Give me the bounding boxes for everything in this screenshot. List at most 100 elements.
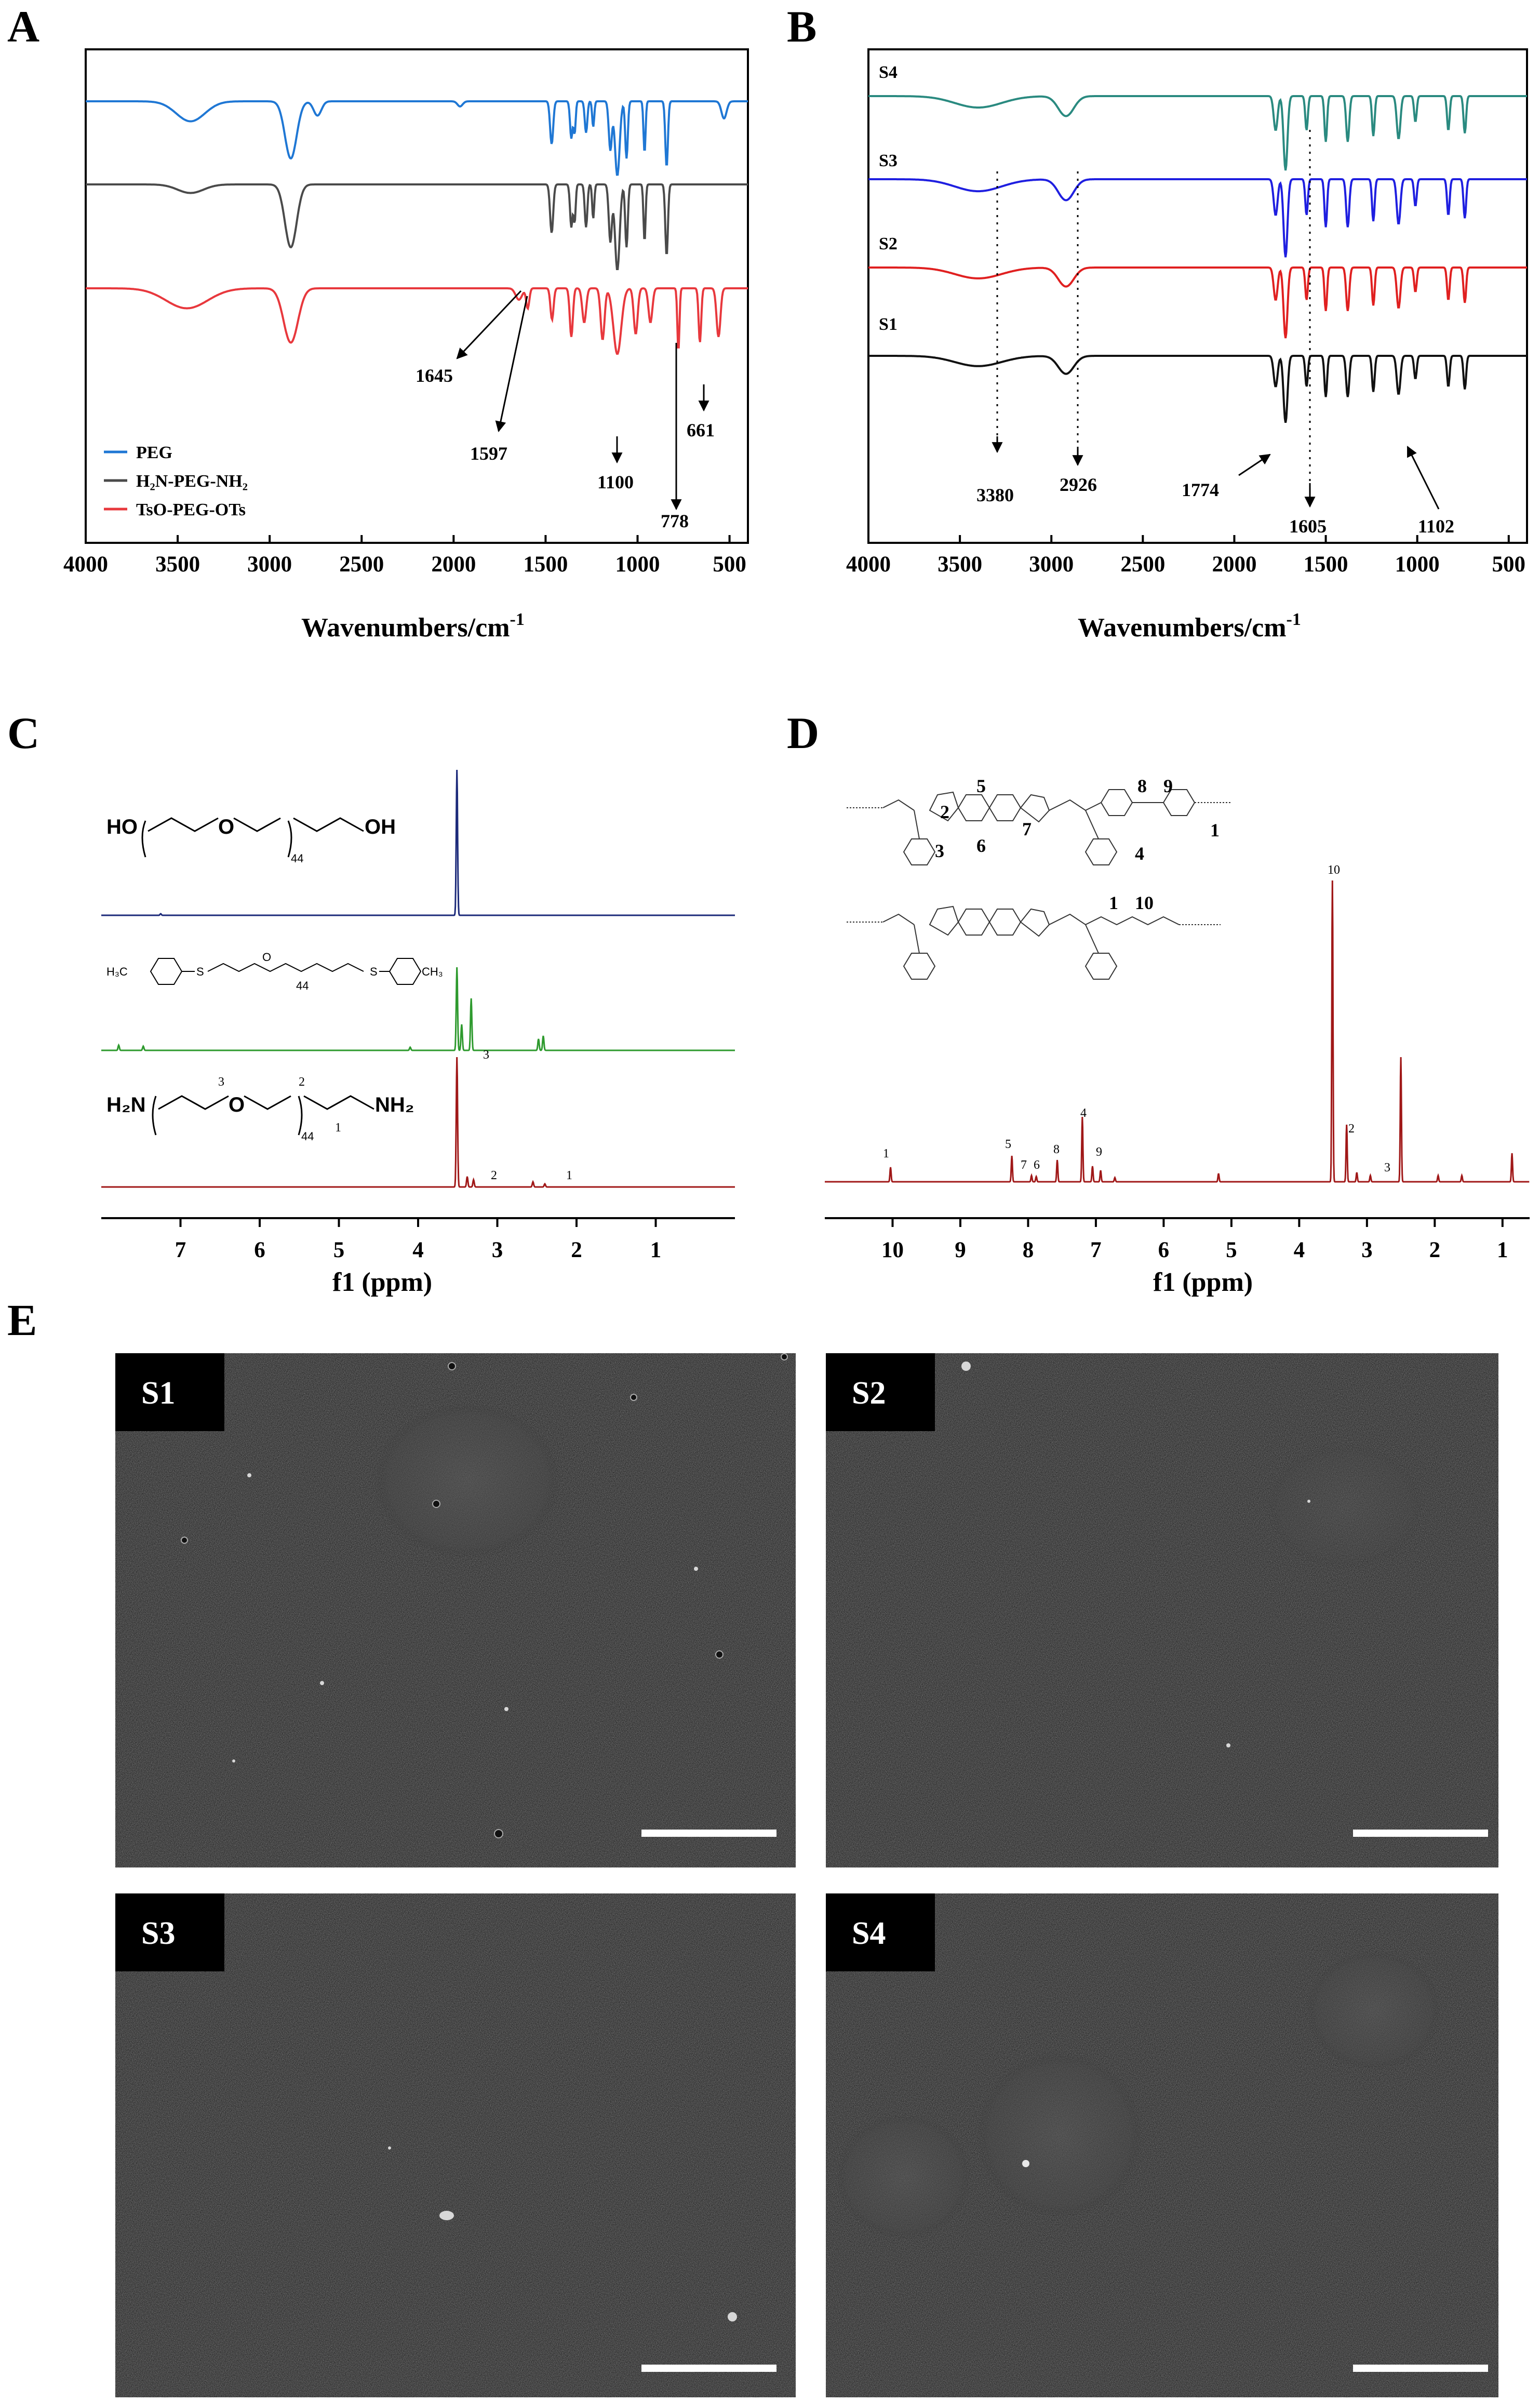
svg-text:44: 44: [296, 979, 309, 992]
peak-label-c-3: 3: [483, 1048, 489, 1062]
x-tick-label: 3500: [155, 552, 200, 577]
svg-text:3: 3: [218, 1075, 224, 1089]
sem-label-bg-s2: [826, 1353, 935, 1431]
structure-peg: HO O 44 OH: [106, 816, 396, 865]
svg-text:HO: HO: [106, 816, 138, 838]
legend-label-amine: H₂N-PEG-NH₂: [136, 472, 248, 491]
sem-label-s4: S4: [852, 1916, 886, 1951]
sem-label-s2: S2: [852, 1376, 886, 1411]
svg-text:OH: OH: [365, 816, 396, 838]
x-tick-label: 1500: [523, 552, 568, 577]
struct-label-9: 9: [1163, 776, 1173, 796]
svg-text:44: 44: [301, 1130, 314, 1143]
x-tick-label: 1000: [615, 552, 660, 577]
series-label-s4: S4: [879, 63, 898, 82]
struct-label-10: 10: [1135, 892, 1154, 913]
sem-label-bg-s3: [115, 1893, 224, 1971]
scale-bar-s2: [1353, 1830, 1488, 1837]
sem-tile-s3: S3: [115, 1893, 796, 2397]
series-line-3: [868, 355, 1527, 423]
nmr-series-2: [101, 1057, 735, 1188]
x-tick-label: 6: [254, 1238, 265, 1262]
series-label-s2: S2: [879, 234, 898, 253]
xlabel-a: Wavenumbers/cm-1: [301, 610, 525, 643]
nmr-chart-c: 7 6 5 4 3 2 1 f1 (ppm) 3 2 1 HO O 44 OH H₃C S …: [101, 769, 735, 1297]
panel-label-b: B: [787, 2, 816, 51]
peak-label-d-9: 9: [1096, 1145, 1102, 1159]
series-line-0: [868, 95, 1527, 171]
x-tick-label: 9: [955, 1238, 966, 1262]
annotation-1645: 1645: [416, 365, 453, 386]
peak-label-c-1: 1: [566, 1169, 572, 1182]
annotation-1605: 1605: [1289, 516, 1327, 537]
x-tick-label: 4: [412, 1238, 424, 1262]
legend-label-peg: PEG: [136, 443, 172, 462]
series-line-1: [86, 183, 748, 270]
panel-label-e: E: [7, 1295, 37, 1345]
peak-label-d-6: 6: [1034, 1158, 1040, 1172]
panel-label-a: A: [7, 2, 39, 51]
x-tick-label: 3: [492, 1238, 503, 1262]
series-line-0: [86, 100, 748, 176]
peak-label-d-7: 7: [1021, 1158, 1027, 1172]
x-tick-label: 7: [1090, 1238, 1102, 1262]
peak-label-d-2: 2: [1348, 1122, 1355, 1136]
x-tick-label: 500: [713, 552, 746, 577]
svg-text:S: S: [196, 965, 204, 978]
scale-bar-s3: [641, 2365, 776, 2372]
annotation-778: 778: [661, 511, 689, 531]
series-label-s1: S1: [879, 315, 898, 334]
x-tick-label: 7: [175, 1238, 186, 1262]
annotation-3380: 3380: [976, 485, 1014, 505]
peak-label-d-5: 5: [1005, 1138, 1011, 1151]
svg-text:O: O: [262, 951, 271, 964]
xlabel-b: Wavenumbers/cm-1: [1078, 610, 1301, 643]
svg-text:1: 1: [335, 1121, 341, 1135]
peak-label-d-8: 8: [1053, 1143, 1060, 1156]
struct-label-1a: 1: [1210, 820, 1220, 840]
scale-bar-s4: [1353, 2365, 1488, 2372]
svg-text:NH₂: NH₂: [375, 1093, 414, 1116]
struct-label-6: 6: [976, 835, 986, 856]
plot-frame-b: [867, 48, 1528, 544]
annotations-b: 3380 2926 1774 1605 1102: [976, 130, 1454, 537]
peak-label-d-3: 3: [1384, 1161, 1390, 1175]
x-tick-label: 4: [1294, 1238, 1305, 1262]
x-tick-label: 3: [1361, 1238, 1373, 1262]
struct-label-8: 8: [1137, 776, 1147, 796]
svg-text:S: S: [370, 965, 378, 978]
series-line-2: [868, 266, 1527, 339]
struct-label-4: 4: [1135, 843, 1144, 864]
peak-label-d-4: 4: [1080, 1106, 1087, 1120]
peak-label-c-2: 2: [491, 1169, 497, 1182]
x-tick-label: 5: [1226, 1238, 1237, 1262]
svg-text:2: 2: [299, 1075, 305, 1089]
struct-label-7: 7: [1022, 819, 1032, 839]
series-label-s3: S3: [879, 151, 898, 170]
x-tick-label: 2000: [431, 552, 476, 577]
x-tick-label: 1: [1497, 1238, 1508, 1262]
xlabel-d: f1 (ppm): [1153, 1267, 1253, 1297]
structure-tos: H₃C S S O 44 CH₃: [106, 951, 443, 992]
plot-frame-a: [85, 48, 749, 544]
peak-label-d-1: 1: [883, 1147, 889, 1160]
x-tick-label: 6: [1158, 1238, 1170, 1262]
panel-label-d: D: [787, 708, 819, 758]
annotation-2926: 2926: [1060, 474, 1097, 495]
sem-label-bg-s4: [826, 1893, 935, 1971]
peak-label-d-10: 10: [1328, 863, 1340, 877]
struct-label-5: 5: [976, 776, 986, 796]
annotation-1774: 1774: [1182, 479, 1219, 500]
series-line-1: [868, 178, 1527, 258]
sem-tile-s2: S2: [826, 1353, 1498, 1867]
x-tick-label: 500: [1492, 552, 1526, 577]
nmr-series-0: [101, 769, 735, 916]
x-tick-label: 2500: [1120, 552, 1165, 577]
x-tick-label: 5: [333, 1238, 345, 1262]
annotation-1597: 1597: [470, 443, 507, 464]
xlabel-c: f1 (ppm): [332, 1267, 432, 1297]
annotation-1100: 1100: [597, 472, 634, 492]
nmr-series-1: [101, 967, 735, 1051]
struct-label-3: 3: [935, 840, 944, 861]
svg-text:O: O: [229, 1093, 245, 1116]
